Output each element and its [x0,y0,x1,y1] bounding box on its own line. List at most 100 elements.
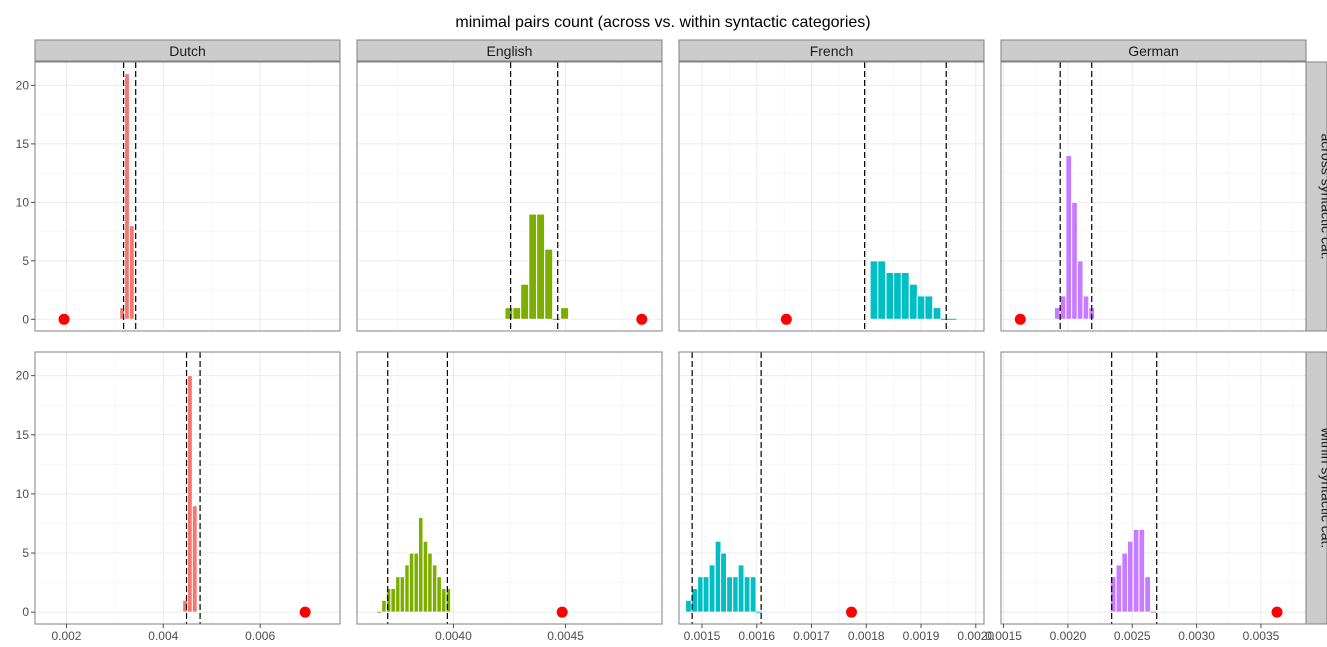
strip-label-english: English [487,43,533,59]
histogram-bar [536,213,546,320]
histogram-bar [504,307,514,320]
histogram-bar [737,564,745,613]
histogram-bar [385,588,392,613]
y-tick-label: 5 [22,254,29,268]
panel-german-within [1000,351,1307,625]
histogram-bar [726,576,733,613]
histogram-bar [395,576,401,613]
histogram-bar [916,295,926,320]
histogram-bar [381,599,387,613]
histogram-bar [124,73,130,320]
histogram-bar [191,505,198,613]
panel-background [679,62,984,331]
histogram-bar [528,213,538,320]
strip-label-german: German [1128,43,1179,59]
observed-point [58,313,70,325]
y-tick-label: 0 [22,312,29,326]
histogram-bar [390,588,396,613]
histogram-bar [413,552,420,613]
strip-french [678,39,985,62]
observed-point [299,606,311,618]
histogram-bar [708,564,716,613]
panel-french-across [678,61,985,332]
panel-german-across [1000,61,1307,332]
histogram-bar [1115,564,1123,613]
observed-point [1014,313,1026,325]
histogram-bar [512,307,522,320]
chart-title: minimal pairs count (across vs. within s… [455,14,870,31]
histogram-bar [924,295,934,320]
histogram-bar [893,272,903,320]
observed-point [780,313,792,325]
strip-label-dutch: Dutch [169,43,206,59]
histogram-bar [1059,295,1067,320]
histogram-bar [1053,307,1061,320]
panel-english-across [356,61,663,332]
panel-background [1001,62,1306,331]
y-tick-label: 10 [16,487,30,501]
histogram-bar [900,272,910,320]
histogram-bar [749,576,757,613]
panel-border [1000,61,1307,332]
panel-dutch-across [34,61,341,332]
histogram-bar [520,283,530,320]
histogram-bar [932,307,942,320]
row-strip-label-1: within syntactic cat. [1319,427,1327,549]
histogram-bar [408,552,415,613]
x-tick-label: 0.0030 [1178,629,1215,643]
y-tick-label: 0 [22,605,29,619]
histogram-bar [399,576,406,613]
histogram-bar [441,588,447,613]
observed-point [556,606,568,618]
histogram-bar [427,552,433,613]
y-tick-label: 10 [16,195,30,209]
x-tick-label: 0.0035 [1243,629,1280,643]
observed-point [636,313,648,325]
histogram-bar [909,283,918,320]
panel-french-within [678,351,985,625]
histogram-bar [445,588,452,613]
histogram-bar [1144,576,1151,613]
panel-english-within [356,351,663,625]
panel-background [1001,352,1306,624]
panel-border [1000,351,1307,625]
histogram-bar [417,517,424,613]
histogram-bar [877,260,887,320]
panel-border [356,351,663,625]
histogram-bar [1071,201,1078,320]
x-tick-label: 0.0045 [547,629,584,643]
histogram-bar [560,307,570,320]
histogram-bar [1132,528,1140,613]
panel-border [678,351,985,625]
x-tick-label: 0.0015 [985,629,1022,643]
histogram-bar [436,576,442,613]
strip-english [356,39,663,62]
x-tick-label: 0.002 [51,629,81,643]
x-tick-label: 0.0020 [957,629,994,643]
panel-border [356,61,663,332]
histogram-bar [885,272,895,320]
y-tick-label: 5 [22,546,29,560]
histogram-bar [1121,552,1129,613]
histogram-bar [1076,260,1084,320]
x-tick-label: 0.0020 [1050,629,1087,643]
panel-dutch-within [34,351,341,625]
panel-border [34,351,341,625]
histogram-bar [128,225,135,320]
x-tick-label: 0.0017 [793,629,830,643]
histogram-bar [720,552,727,613]
histogram-bar [544,248,554,320]
x-tick-label: 0.006 [245,629,275,643]
y-tick-label: 20 [16,369,30,383]
histogram-bar [1082,295,1090,320]
histogram-bar [1138,528,1146,613]
histogram-bar [702,576,710,613]
panel-border [34,61,341,332]
x-tick-label: 0.0016 [738,629,775,643]
x-tick-label: 0.0025 [1114,629,1151,643]
observed-point [845,606,857,618]
histogram-bar [431,564,438,613]
panel-background [35,62,340,331]
y-tick-label: 15 [16,428,30,442]
